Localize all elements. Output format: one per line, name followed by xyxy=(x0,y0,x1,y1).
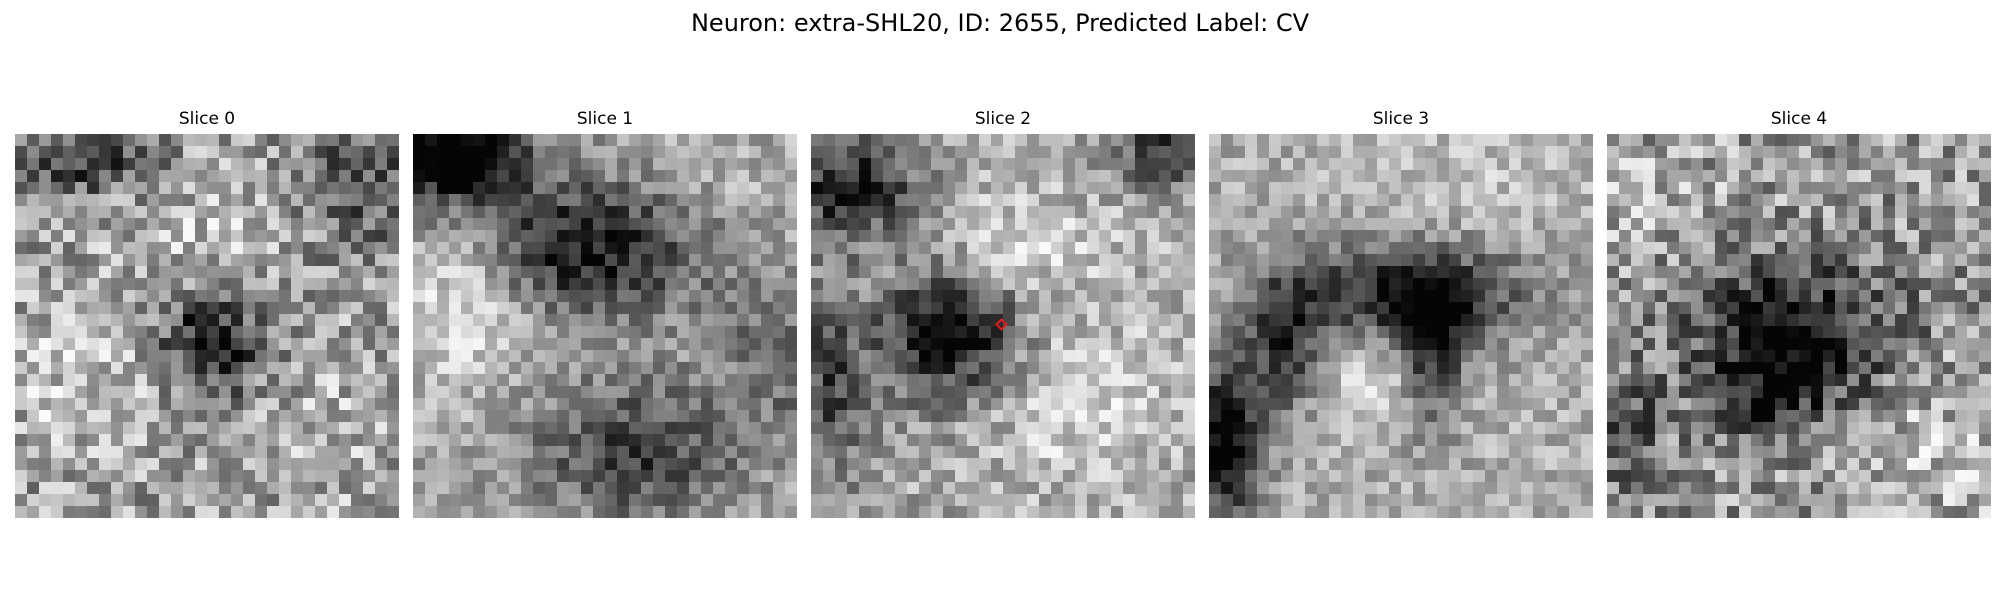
slice-title: Slice 1 xyxy=(576,109,634,129)
slice-panel-3: Slice 3 xyxy=(1209,108,1593,518)
slice-panel-2: Slice 2 xyxy=(811,108,1195,518)
slice-image xyxy=(811,134,1195,518)
slice-title: Slice 3 xyxy=(1372,109,1430,129)
slice-panel-1: Slice 1 xyxy=(413,108,797,518)
slice-panel-4: Slice 4 xyxy=(1607,108,1991,518)
slice-title: Slice 2 xyxy=(974,109,1032,129)
slice-image xyxy=(413,134,797,518)
slice-panel-0: Slice 0 xyxy=(15,108,399,518)
slice-image xyxy=(1607,134,1991,518)
slice-image xyxy=(15,134,399,518)
figure-title: Neuron: extra-SHL20, ID: 2655, Predicted… xyxy=(690,9,1310,37)
slice-image xyxy=(1209,134,1593,518)
slice-title: Slice 4 xyxy=(1770,109,1828,129)
slice-title: Slice 0 xyxy=(178,109,236,129)
